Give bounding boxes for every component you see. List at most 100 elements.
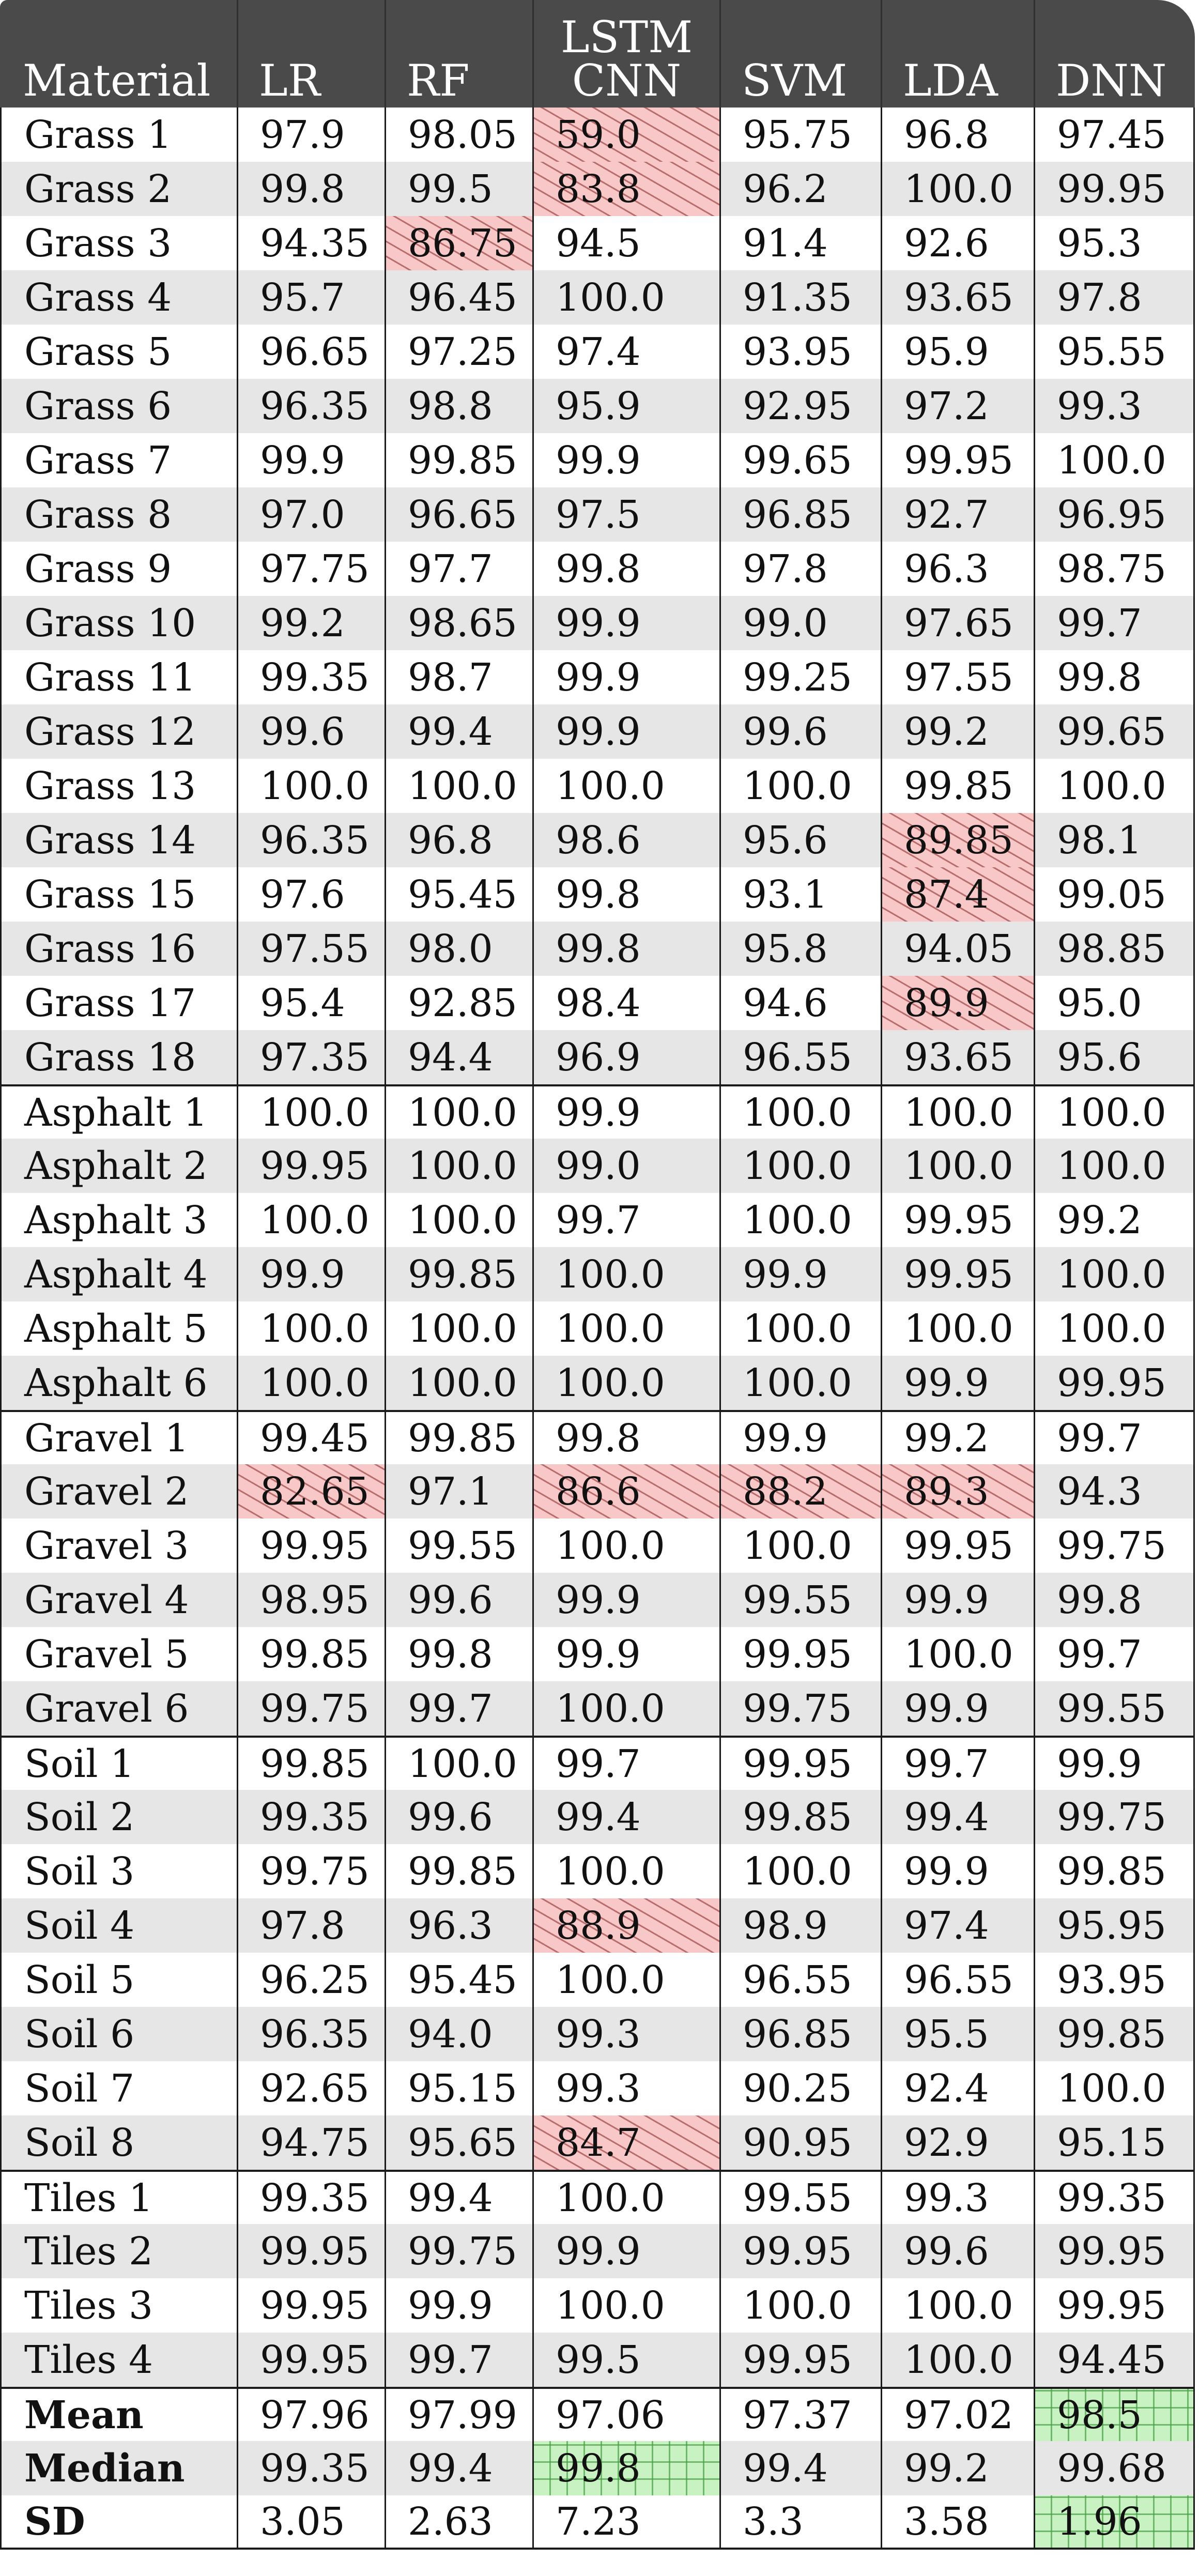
value-cell-svm: 99.75 bbox=[719, 1681, 881, 1736]
value-cell-svm: 99.25 bbox=[719, 650, 881, 704]
value-cell-lr: 99.95 bbox=[237, 1139, 385, 1193]
value-cell-svm: 99.9 bbox=[719, 1410, 881, 1464]
table-row: Grass 16 97.55 98.0 99.8 95.8 94.05 98.85 bbox=[0, 922, 1195, 976]
material-cell: Grass 5 bbox=[0, 325, 237, 379]
material-cell: Grass 17 bbox=[0, 976, 237, 1030]
value-cell-dnn: 100.0 bbox=[1034, 1084, 1195, 1139]
value-cell-rf: 96.45 bbox=[385, 270, 532, 325]
value-cell-rf: 96.3 bbox=[385, 1898, 532, 1953]
value-cell-dnn: 96.95 bbox=[1034, 487, 1195, 542]
value-cell-lda: 100.0 bbox=[881, 1627, 1034, 1681]
value-cell-lstm-cnn: 98.4 bbox=[532, 976, 719, 1030]
value-cell-lr: 96.35 bbox=[237, 2007, 385, 2061]
value-cell-lr: 99.35 bbox=[237, 1790, 385, 1844]
value-cell-svm: 100.0 bbox=[719, 1301, 881, 1356]
value-cell-lda: 99.2 bbox=[881, 1410, 1034, 1464]
value-cell-lstm-cnn: 83.8 bbox=[532, 162, 719, 216]
table-row: Asphalt 4 99.9 99.85 100.0 99.9 99.95 100.0 bbox=[0, 1247, 1195, 1301]
value-cell-lda: 99.7 bbox=[881, 1736, 1034, 1790]
value-cell-lstm-cnn: 100.0 bbox=[532, 1953, 719, 2007]
value-cell-rf: 99.55 bbox=[385, 1519, 532, 1573]
column-header-line: LDA bbox=[903, 55, 998, 106]
column-header-line: LSTM bbox=[560, 12, 693, 63]
value-cell-svm: 95.8 bbox=[719, 922, 881, 976]
value-cell-rf: 99.85 bbox=[385, 1844, 532, 1898]
value-cell-rf: 99.7 bbox=[385, 2333, 532, 2387]
value-cell-svm: 99.95 bbox=[719, 2333, 881, 2387]
value-cell-lda: 100.0 bbox=[881, 1139, 1034, 1193]
material-cell: Grass 9 bbox=[0, 542, 237, 596]
material-cell: Gravel 6 bbox=[0, 1681, 237, 1736]
value-cell-lda: 92.9 bbox=[881, 2115, 1034, 2170]
material-cell: Grass 7 bbox=[0, 433, 237, 487]
table-row: Tiles 4 99.95 99.7 99.5 99.95 100.0 94.45 bbox=[0, 2333, 1195, 2387]
value-cell-lr: 97.96 bbox=[237, 2387, 385, 2441]
value-cell-lda: 99.2 bbox=[881, 704, 1034, 759]
value-cell-lstm-cnn: 99.5 bbox=[532, 2333, 719, 2387]
value-cell-dnn: 99.95 bbox=[1034, 2278, 1195, 2333]
header-row: Material LR RF LSTM CNN SVM LDA DNN bbox=[0, 0, 1195, 108]
column-header-lda: LDA bbox=[881, 0, 1034, 108]
value-cell-rf: 97.25 bbox=[385, 325, 532, 379]
value-cell-svm: 90.25 bbox=[719, 2061, 881, 2115]
material-cell: Soil 6 bbox=[0, 2007, 237, 2061]
value-cell-rf: 99.9 bbox=[385, 2278, 532, 2333]
value-cell-dnn: 100.0 bbox=[1034, 1247, 1195, 1301]
material-cell: Grass 11 bbox=[0, 650, 237, 704]
material-cell: Gravel 1 bbox=[0, 1410, 237, 1464]
value-cell-rf: 98.05 bbox=[385, 108, 532, 162]
material-cell: Asphalt 3 bbox=[0, 1193, 237, 1247]
table-row: Grass 12 99.6 99.4 99.9 99.6 99.2 99.65 bbox=[0, 704, 1195, 759]
value-cell-svm: 99.4 bbox=[719, 2441, 881, 2495]
table-row: Tiles 2 99.95 99.75 99.9 99.95 99.6 99.95 bbox=[0, 2224, 1195, 2278]
value-cell-lstm-cnn: 99.9 bbox=[532, 596, 719, 650]
value-cell-lr: 99.45 bbox=[237, 1410, 385, 1464]
value-cell-rf: 99.5 bbox=[385, 162, 532, 216]
value-cell-svm: 91.4 bbox=[719, 216, 881, 270]
value-cell-lstm-cnn: 99.0 bbox=[532, 1139, 719, 1193]
value-cell-lstm-cnn: 96.9 bbox=[532, 1030, 719, 1084]
value-cell-svm: 99.85 bbox=[719, 1790, 881, 1844]
value-cell-lstm-cnn: 97.4 bbox=[532, 325, 719, 379]
value-cell-lstm-cnn: 84.7 bbox=[532, 2115, 719, 2170]
material-cell: Asphalt 4 bbox=[0, 1247, 237, 1301]
value-cell-lstm-cnn: 99.9 bbox=[532, 704, 719, 759]
value-cell-lr: 99.95 bbox=[237, 2278, 385, 2333]
value-cell-lda: 99.6 bbox=[881, 2224, 1034, 2278]
material-cell: Grass 1 bbox=[0, 108, 237, 162]
value-cell-rf: 99.85 bbox=[385, 433, 532, 487]
value-cell-svm: 100.0 bbox=[719, 1519, 881, 1573]
value-cell-lda: 99.95 bbox=[881, 1519, 1034, 1573]
value-cell-lr: 97.0 bbox=[237, 487, 385, 542]
value-cell-dnn: 99.2 bbox=[1034, 1193, 1195, 1247]
value-cell-lda: 97.4 bbox=[881, 1898, 1034, 1953]
value-cell-rf: 99.7 bbox=[385, 1681, 532, 1736]
summary-row: SD 3.05 2.63 7.23 3.3 3.58 1.96 bbox=[0, 2495, 1195, 2550]
value-cell-lda: 96.55 bbox=[881, 1953, 1034, 2007]
value-cell-lda: 99.9 bbox=[881, 1356, 1034, 1410]
material-cell: Gravel 3 bbox=[0, 1519, 237, 1573]
value-cell-lstm-cnn: 99.4 bbox=[532, 1790, 719, 1844]
value-cell-lr: 96.65 bbox=[237, 325, 385, 379]
table-row: Grass 9 97.75 97.7 99.8 97.8 96.3 98.75 bbox=[0, 542, 1195, 596]
value-cell-dnn: 99.95 bbox=[1034, 2224, 1195, 2278]
value-cell-dnn: 100.0 bbox=[1034, 2061, 1195, 2115]
material-cell: Grass 6 bbox=[0, 379, 237, 433]
value-cell-lda: 99.4 bbox=[881, 1790, 1034, 1844]
material-cell: Grass 12 bbox=[0, 704, 237, 759]
value-cell-rf: 95.45 bbox=[385, 1953, 532, 2007]
value-cell-dnn: 100.0 bbox=[1034, 433, 1195, 487]
value-cell-lstm-cnn: 99.8 bbox=[532, 2441, 719, 2495]
value-cell-rf: 96.65 bbox=[385, 487, 532, 542]
value-cell-dnn: 99.75 bbox=[1034, 1519, 1195, 1573]
value-cell-lstm-cnn: 99.3 bbox=[532, 2007, 719, 2061]
value-cell-lr: 99.85 bbox=[237, 1736, 385, 1790]
table-row: Soil 5 96.25 95.45 100.0 96.55 96.55 93.95 bbox=[0, 1953, 1195, 2007]
value-cell-lr: 82.65 bbox=[237, 1464, 385, 1519]
table-row: Tiles 3 99.95 99.9 100.0 100.0 100.0 99.95 bbox=[0, 2278, 1195, 2333]
value-cell-rf: 98.0 bbox=[385, 922, 532, 976]
value-cell-lstm-cnn: 99.9 bbox=[532, 433, 719, 487]
value-cell-svm: 95.75 bbox=[719, 108, 881, 162]
table-row: Soil 8 94.75 95.65 84.7 90.95 92.9 95.15 bbox=[0, 2115, 1195, 2170]
